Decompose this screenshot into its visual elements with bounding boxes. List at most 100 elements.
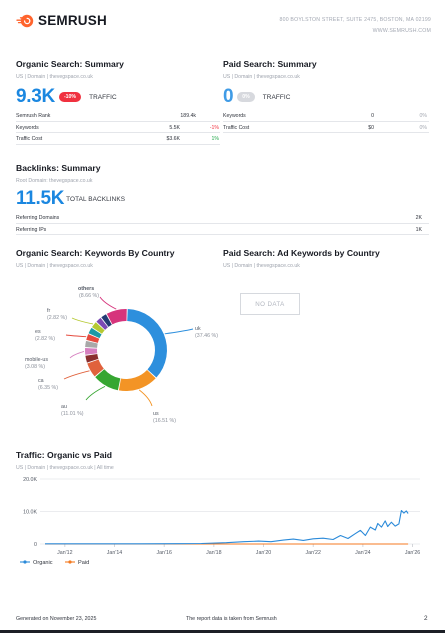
no-data-placeholder: NO DATA [240, 293, 300, 315]
donut-label: mobile-us [25, 357, 48, 363]
donut-slice [88, 327, 102, 339]
donut-leader-line [138, 389, 153, 407]
donut-slice [101, 314, 112, 327]
donut-leader-line [164, 328, 194, 335]
row-label: Referring IPs [16, 226, 47, 233]
donut-leader-line [71, 317, 94, 325]
website-link[interactable]: WWW.SEMRUSH.COM [372, 28, 431, 34]
address-line: 800 BOYLSTON STREET, SUITE 2475, BOSTON,… [279, 17, 431, 23]
donut-label: uk [195, 326, 201, 332]
organic-summary-table: Semrush Rank 189.4k Keywords 5.5K -1% Tr… [16, 110, 220, 145]
y-tick-label: 0 [34, 542, 37, 548]
paid-traffic-label: TRAFFIC [262, 93, 291, 101]
row-value: 0 [371, 113, 374, 119]
organic-summary-subtitle: US | Domain | thevegspace.co.uk [16, 74, 93, 80]
page-number: 2 [424, 615, 428, 622]
row-value: 1K [415, 226, 422, 233]
traffic-subtitle: US | Domain | thevegspace.co.uk | All ti… [16, 465, 114, 471]
donut-leader-line [85, 385, 106, 401]
donut-leader-line [63, 370, 90, 380]
donut-leader-line [65, 334, 87, 338]
backlinks-value: 11.5K [16, 188, 65, 209]
donut-percent-label: (8.66 %) [79, 293, 99, 299]
paid-summary-table: Keywords 0 0% Traffic Cost $0 0% [223, 110, 429, 133]
backlinks-label: TOTAL BACKLINKS [66, 195, 126, 203]
donut-slice [85, 354, 99, 363]
backlinks-subtitle: Root Domain: thevegspace.co.uk [16, 178, 93, 184]
donut-label: au [61, 404, 67, 410]
donut-percent-label: (3.08 %) [25, 364, 45, 370]
donut-leader-line [69, 351, 85, 359]
donut-slice-us [118, 369, 156, 391]
row-change: 1% [211, 136, 220, 142]
x-tick-label: Jan'22 [305, 550, 320, 556]
paid-traffic-change-badge: 0% [237, 92, 255, 102]
donut-percent-label: (11.01 %) [61, 411, 84, 417]
paid-summary-subtitle: US | Domain | thevegspace.co.uk [223, 74, 300, 80]
row-label: Semrush Rank [16, 113, 51, 119]
brand-name: SEMRUSH [38, 13, 107, 28]
table-row: Keywords 0 0% [223, 110, 429, 122]
organic-traffic-change-badge: -10% [58, 92, 82, 102]
donut-label: us [153, 411, 159, 417]
organic-summary-title: Organic Search: Summary [16, 59, 124, 69]
x-tick-label: Jan'12 [57, 550, 72, 556]
organic-countries-subtitle: US | Domain | thevegspace.co.uk [16, 263, 93, 269]
donut-percent-label: (6.35 %) [38, 385, 58, 391]
legend-marker-paid [68, 560, 72, 564]
row-value: $3.6K [166, 136, 180, 142]
row-label: Traffic Cost [16, 136, 43, 142]
row-label: Referring Domains [16, 215, 60, 221]
row-label: Traffic Cost [223, 124, 250, 131]
donut-slice-mobile-us [85, 348, 98, 355]
donut-slice-uk [127, 309, 167, 378]
row-value: 2K [415, 215, 422, 221]
donut-slice-es [86, 334, 100, 343]
legend-label-paid[interactable]: Paid [78, 560, 89, 566]
table-row: Keywords 5.5K -1% [16, 122, 220, 133]
paid-countries-title: Paid Search: Ad Keywords by Country [223, 248, 380, 258]
organic-traffic-label: TRAFFIC [89, 93, 117, 101]
donut-label: es [35, 329, 41, 335]
donut-percent-label: (2.82 %) [35, 336, 55, 342]
backlinks-table: Referring Domains 2K Referring IPs 1K [16, 212, 429, 235]
semrush-logo: SEMRUSH [16, 13, 107, 28]
donut-label: ca [38, 378, 44, 384]
data-source-note: The report data is taken from Semrush [186, 616, 277, 622]
donut-label: fr [47, 308, 50, 314]
row-value: 5.5K [169, 124, 180, 131]
donut-percent-label: (2.82 %) [47, 315, 67, 321]
row-change: 0% [419, 124, 428, 131]
keywords-by-country-donut-chart: uk(37.46 %) us(16.51 %) au(11.01 %) ca(6.35… [25, 286, 218, 424]
x-tick-label: Jan'18 [206, 550, 221, 556]
paid-traffic-value: 0 [223, 86, 234, 107]
row-label: Keywords [223, 113, 246, 119]
organic-traffic-value: 9.3K [16, 86, 55, 107]
legend-label-organic[interactable]: Organic [33, 560, 53, 566]
donut-percent-label: (37.46 %) [195, 333, 218, 339]
x-tick-label: Jan'16 [156, 550, 171, 556]
table-row: Referring Domains 2K [16, 212, 429, 224]
row-value: 189.4k [180, 113, 196, 119]
traffic-title: Traffic: Organic vs Paid [16, 450, 112, 460]
series-line-organic [45, 509, 409, 545]
row-value: $0 [368, 124, 374, 131]
x-tick-label: Jan'24 [355, 550, 370, 556]
traffic-line-chart: 20.0K 10.0K 0 Jan'12 Jan'14 Jan'16 Jan'18 Jan'2… [20, 477, 420, 566]
organic-traffic-kpi: 9.3K -10% TRAFFIC [16, 86, 117, 108]
generated-date: Generated on November 23, 2025 [16, 616, 97, 622]
donut-slice-others [106, 309, 127, 325]
donut-slice-ca [87, 359, 104, 377]
x-tick-label: Jan'26 [405, 550, 420, 556]
row-label: Keywords [16, 124, 39, 131]
paid-countries-subtitle: US | Domain | thevegspace.co.uk [223, 263, 300, 269]
row-change: 0% [419, 113, 428, 119]
legend-marker-organic [23, 560, 27, 564]
organic-countries-title: Organic Search: Keywords By Country [16, 248, 175, 258]
donut-label: others [78, 286, 94, 292]
backlinks-kpi: 11.5K TOTAL BACKLINKS [16, 188, 125, 210]
company-address: 800 BOYLSTON STREET, SUITE 2475, BOSTON,… [280, 15, 431, 37]
x-tick-label: Jan'14 [107, 550, 122, 556]
y-tick-label: 10.0K [23, 510, 37, 516]
donut-slice-fr [92, 322, 105, 334]
